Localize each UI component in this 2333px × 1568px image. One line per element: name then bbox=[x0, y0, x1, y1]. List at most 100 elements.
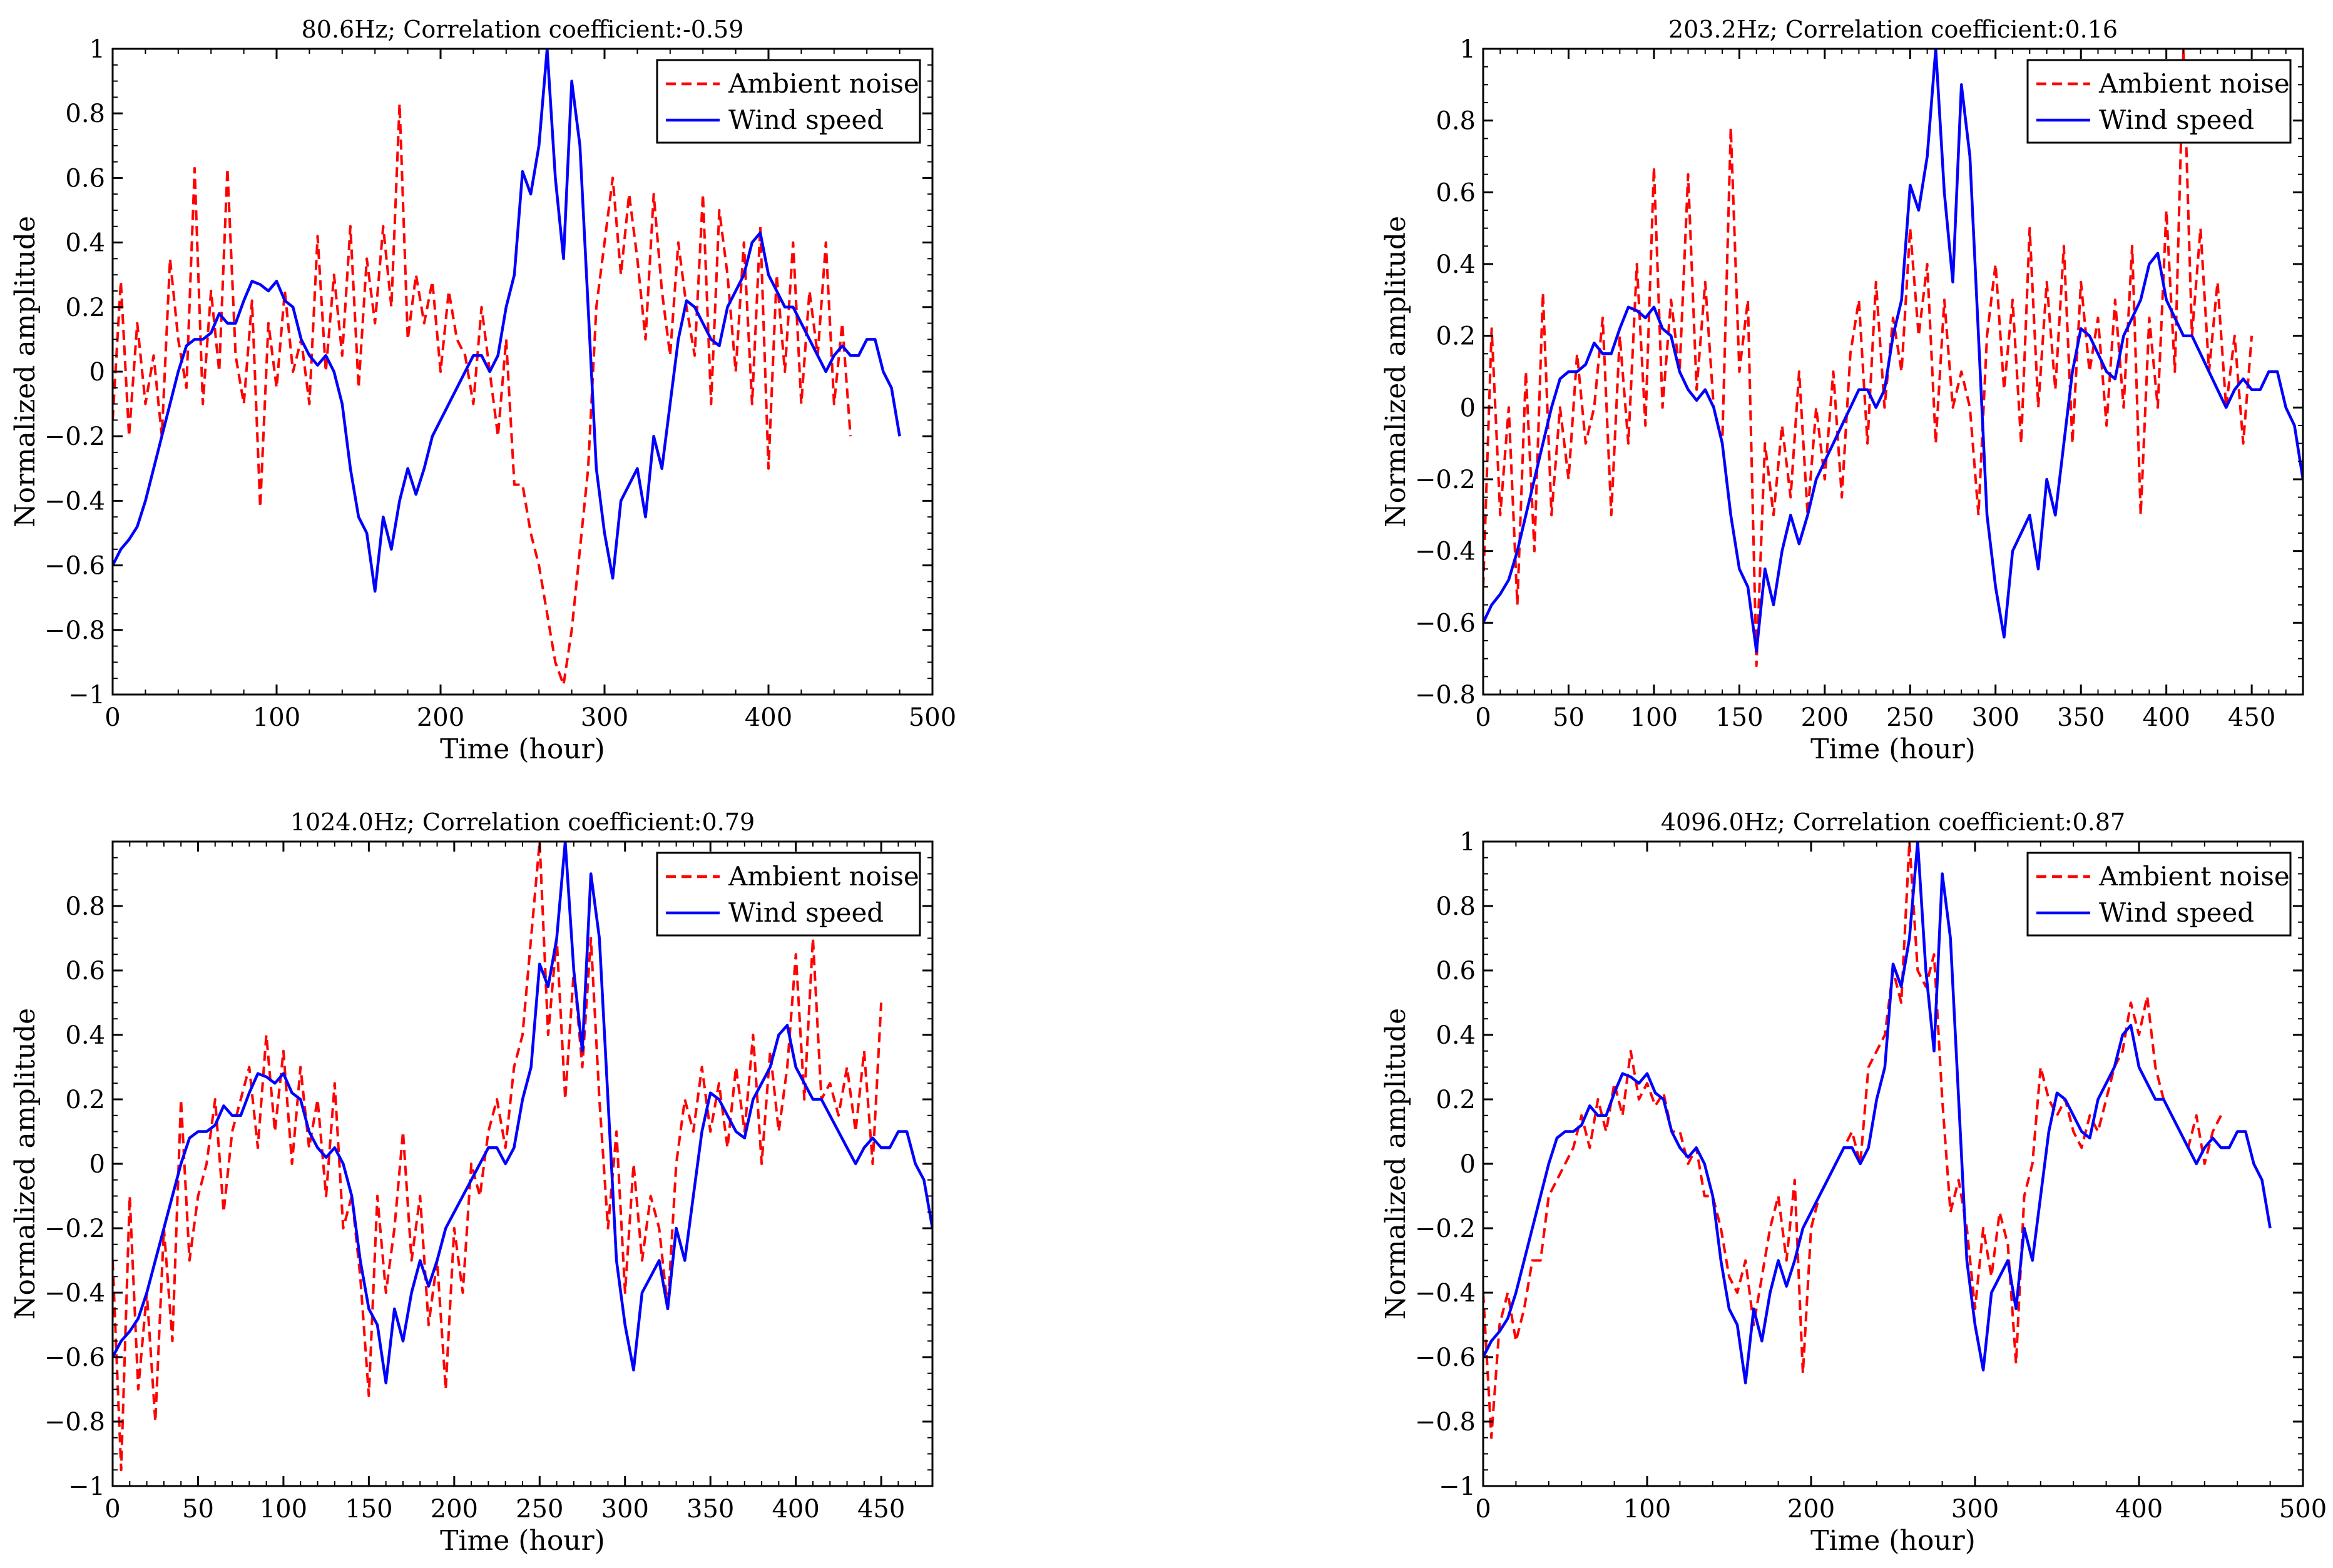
x-axis-label: Time (hour) bbox=[1810, 733, 1976, 765]
x-tick-label: 200 bbox=[431, 1495, 478, 1524]
x-tick-label: 400 bbox=[2115, 1495, 2163, 1524]
y-tick-label: 0.2 bbox=[65, 1086, 105, 1114]
x-tick-label: 400 bbox=[2142, 703, 2190, 732]
y-tick-label: −0.8 bbox=[1415, 1408, 1476, 1437]
y-tick-label: 0.8 bbox=[1436, 107, 1476, 136]
x-tick-label: 250 bbox=[1886, 703, 1934, 732]
x-tick-label: 50 bbox=[1553, 703, 1585, 732]
y-tick-label: 0.6 bbox=[65, 164, 105, 193]
x-tick-label: 0 bbox=[105, 703, 120, 732]
x-tick-label: 400 bbox=[745, 703, 792, 732]
axes-frame bbox=[1482, 840, 2304, 1487]
y-tick-label: 0.8 bbox=[65, 99, 105, 128]
y-tick-label: −0.2 bbox=[1415, 1214, 1476, 1243]
legend-box bbox=[656, 852, 921, 937]
y-tick-label: 0.8 bbox=[1436, 892, 1476, 921]
legend-label: Ambient noise bbox=[728, 861, 919, 892]
x-axis-label: Time (hour) bbox=[440, 733, 605, 765]
x-tick-label: 100 bbox=[1623, 1495, 1671, 1524]
y-axis-label: Normalized amplitude bbox=[9, 216, 41, 527]
y-tick-label: −0.6 bbox=[1415, 1343, 1476, 1372]
x-tick-label: 300 bbox=[1951, 1495, 1999, 1524]
y-tick-label: 0.4 bbox=[1436, 1021, 1476, 1050]
y-tick-label: 0 bbox=[1460, 1150, 1476, 1179]
legend-box bbox=[656, 59, 921, 144]
x-tick-label: 0 bbox=[1475, 703, 1491, 732]
y-tick-label: −0.8 bbox=[44, 1408, 105, 1437]
y-tick-label: −0.6 bbox=[44, 552, 105, 581]
x-tick-label: 0 bbox=[1475, 1495, 1491, 1524]
y-tick-label: −1 bbox=[68, 1472, 105, 1501]
y-tick-label: −0.8 bbox=[44, 616, 105, 645]
x-tick-label: 200 bbox=[1801, 703, 1849, 732]
y-tick-label: −0.6 bbox=[44, 1343, 105, 1372]
wind-speed-line bbox=[1483, 842, 2272, 1385]
x-tick-label: 500 bbox=[909, 703, 956, 732]
legend-label: Wind speed bbox=[2099, 897, 2254, 928]
x-tick-label: 300 bbox=[601, 1495, 649, 1524]
wind-speed-line bbox=[113, 842, 932, 1385]
x-tick-label: 250 bbox=[516, 1495, 563, 1524]
chart-title: 4096.0Hz; Correlation coefficient:0.87 bbox=[1661, 808, 2125, 836]
y-tick-label: 0.2 bbox=[1436, 1086, 1476, 1114]
legend: Ambient noise Wind speed bbox=[656, 59, 921, 144]
y-tick-label: 0.2 bbox=[65, 293, 105, 322]
x-tick-label: 450 bbox=[857, 1495, 905, 1524]
y-tick-label: −0.2 bbox=[1415, 466, 1476, 494]
axes-frame bbox=[111, 840, 934, 1487]
x-tick-label: 350 bbox=[2057, 703, 2105, 732]
x-axis-label: Time (hour) bbox=[1810, 1525, 1976, 1557]
x-tick-label: 200 bbox=[1787, 1495, 1835, 1524]
y-tick-label: −0.2 bbox=[44, 1214, 105, 1243]
x-tick-label: 100 bbox=[1630, 703, 1678, 732]
chart-panel-1: 0 100 200 300 400 500 −1 −0.8 −0.6 −0.4 −0.2 0 0.2 0.… bbox=[9, 16, 956, 765]
y-tick-label: 0 bbox=[89, 1150, 105, 1179]
x-tick-label: 150 bbox=[345, 1495, 392, 1524]
x-tick-label: 350 bbox=[687, 1495, 734, 1524]
x-tick-label: 50 bbox=[182, 1495, 214, 1524]
ambient-noise-line bbox=[1483, 49, 2254, 668]
x-tick-label: 0 bbox=[105, 1495, 120, 1524]
x-tick-label: 300 bbox=[1972, 703, 2019, 732]
legend: Ambient noise Wind speed bbox=[2026, 852, 2292, 937]
legend-box bbox=[2026, 59, 2292, 144]
legend-label: Ambient noise bbox=[2098, 861, 2290, 892]
y-tick-label: −0.8 bbox=[1415, 681, 1476, 710]
chart-title: 1024.0Hz; Correlation coefficient:0.79 bbox=[290, 808, 755, 836]
y-tick-label: 0.6 bbox=[1436, 178, 1476, 207]
y-tick-label: −0.4 bbox=[44, 487, 105, 516]
x-axis-label: Time (hour) bbox=[440, 1525, 605, 1557]
legend-label: Ambient noise bbox=[2098, 68, 2290, 99]
x-tick-label: 150 bbox=[1715, 703, 1763, 732]
legend-label: Wind speed bbox=[728, 897, 884, 928]
y-tick-label: 0.6 bbox=[65, 957, 105, 985]
x-tick-label: 100 bbox=[253, 703, 300, 732]
y-tick-label: −0.4 bbox=[44, 1279, 105, 1308]
legend: Ambient noise Wind speed bbox=[2026, 59, 2292, 144]
x-tick-label: 450 bbox=[2228, 703, 2275, 732]
y-tick-label: 0.4 bbox=[65, 1021, 105, 1050]
y-tick-label: −1 bbox=[1439, 1472, 1476, 1501]
x-tick-label: 400 bbox=[772, 1495, 819, 1524]
legend: Ambient noise Wind speed bbox=[656, 852, 921, 937]
legend-label: Ambient noise bbox=[728, 68, 919, 99]
y-tick-label: 1 bbox=[89, 35, 105, 64]
legend-label: Wind speed bbox=[2099, 104, 2254, 135]
ambient-noise-line bbox=[113, 102, 852, 686]
wind-speed-line bbox=[1483, 49, 2303, 653]
y-tick-label: 0.4 bbox=[1436, 250, 1476, 279]
y-tick-label: −1 bbox=[68, 681, 105, 710]
legend-box bbox=[2026, 852, 2292, 937]
y-tick-label: 0.2 bbox=[1436, 322, 1476, 351]
chart-panel-2: 0 50 100 150 200 250 300 350 400 450 −0.8 −0.6 −0.4 −… bbox=[1380, 16, 2304, 765]
chart-title: 203.2Hz; Correlation coefficient:0.16 bbox=[1668, 16, 2118, 43]
y-tick-label: 0.4 bbox=[65, 229, 105, 258]
y-tick-label: −0.6 bbox=[1415, 609, 1476, 638]
chart-title: 80.6Hz; Correlation coefficient:-0.59 bbox=[302, 16, 744, 43]
chart-panel-3: 0 50 100 150 200 250 300 350 400 450 −1 −0.8 −0.6 −0.… bbox=[9, 808, 934, 1557]
legend-label: Wind speed bbox=[728, 104, 884, 135]
y-tick-label: 0.8 bbox=[65, 892, 105, 921]
y-tick-label: 0 bbox=[89, 358, 105, 387]
x-tick-label: 300 bbox=[581, 703, 628, 732]
